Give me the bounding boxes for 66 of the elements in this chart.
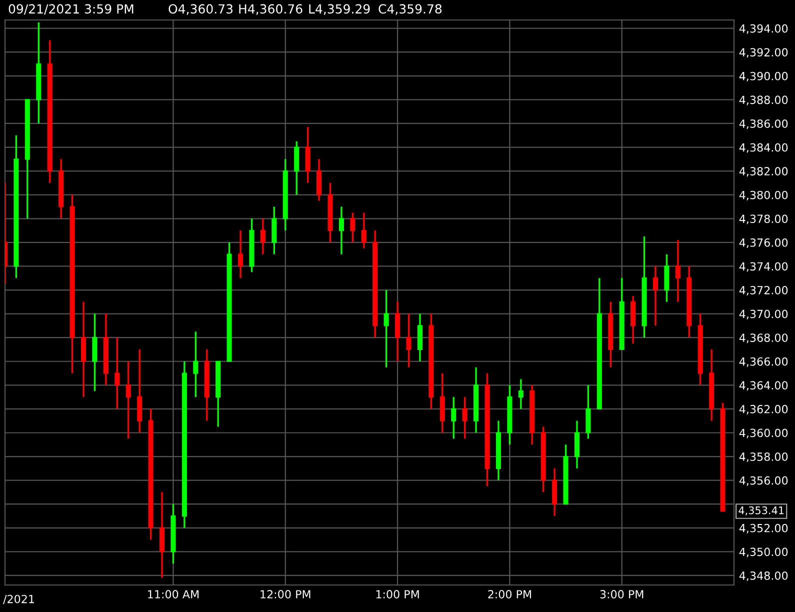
candlestick <box>338 206 344 256</box>
candlestick <box>451 396 456 440</box>
y-tick-label: 4,366.00 <box>739 357 788 367</box>
candlestick <box>80 301 86 398</box>
candlestick <box>114 336 120 410</box>
y-tick-label: 4,378.00 <box>739 214 788 224</box>
candlestick <box>462 396 468 440</box>
candlestick <box>406 312 412 368</box>
candlestick <box>193 330 198 398</box>
candlestick <box>664 253 670 303</box>
y-tick-label: 4,362.00 <box>739 404 788 414</box>
candlestick <box>361 212 366 250</box>
y-tick-label: 4,368.00 <box>739 334 788 344</box>
y-tick-label: 4,376.00 <box>739 238 788 248</box>
candlestick <box>518 378 524 410</box>
y-tick-label: 4,350.00 <box>739 548 788 558</box>
y-tick-label: 4,360.00 <box>739 428 788 438</box>
y-tick-label: 4,384.00 <box>739 143 788 153</box>
x-tick-label: 11:00 AM <box>148 590 199 598</box>
y-tick-label: 4,392.00 <box>739 48 788 58</box>
y-tick-label: 4,382.00 <box>739 167 788 177</box>
x-tick-label: 12:00 PM <box>260 590 310 598</box>
candlestick <box>384 289 389 368</box>
text: C4,359.78 <box>378 4 442 15</box>
y-tick-label: 4,394.00 <box>739 24 788 34</box>
candlestick <box>675 239 680 303</box>
candlestick <box>238 230 244 279</box>
text: L4,359.29 <box>309 4 370 15</box>
x-tick-label: 2:00 PM <box>488 590 531 598</box>
x-tick-label: 1:00 PM <box>376 590 419 598</box>
candlestick <box>137 348 142 434</box>
candlestick <box>417 312 422 362</box>
candlestick <box>395 301 400 362</box>
text: 4,353.41 <box>738 506 784 516</box>
text: O4,360.73 <box>168 4 232 15</box>
y-tick-label: 4,348.00 <box>739 571 788 581</box>
candlestick <box>294 140 300 196</box>
y-tick-label: 4,374.00 <box>739 262 788 272</box>
candlestick <box>440 372 445 434</box>
chart-title: 09/21/2021 3:59 PM <box>8 4 134 15</box>
y-tick-label: 4,358.00 <box>739 452 788 462</box>
candlestick <box>652 265 658 327</box>
y-tick-label: 4,388.00 <box>739 96 788 106</box>
candlestick <box>272 206 277 256</box>
candlestick <box>305 126 310 184</box>
candlestick <box>350 212 356 244</box>
candlestick <box>92 312 98 392</box>
candlestick <box>574 420 580 470</box>
text: H4,360.76 <box>239 4 302 15</box>
y-tick-label: 4,370.00 <box>739 310 788 320</box>
candlestick <box>160 491 165 579</box>
y-tick-label: 4,352.00 <box>739 524 788 534</box>
y-tick-label: 4,386.00 <box>739 119 788 129</box>
y-tick-label: 4,380.00 <box>739 190 788 200</box>
candlestick <box>126 360 131 440</box>
candlestick <box>552 468 558 517</box>
y-tick-label: 4,372.00 <box>739 286 788 296</box>
candlestick <box>260 218 266 256</box>
x-tick-label: 3:00 PM <box>600 590 644 598</box>
y-tick-label: 4,364.00 <box>739 381 788 391</box>
text: /2021 <box>3 594 34 604</box>
y-tick-label: 4,390.00 <box>739 72 788 82</box>
candlestick <box>586 384 591 440</box>
candlestick <box>316 158 322 202</box>
candlestick <box>630 295 636 344</box>
y-tick-label: 4,356.00 <box>739 476 788 486</box>
